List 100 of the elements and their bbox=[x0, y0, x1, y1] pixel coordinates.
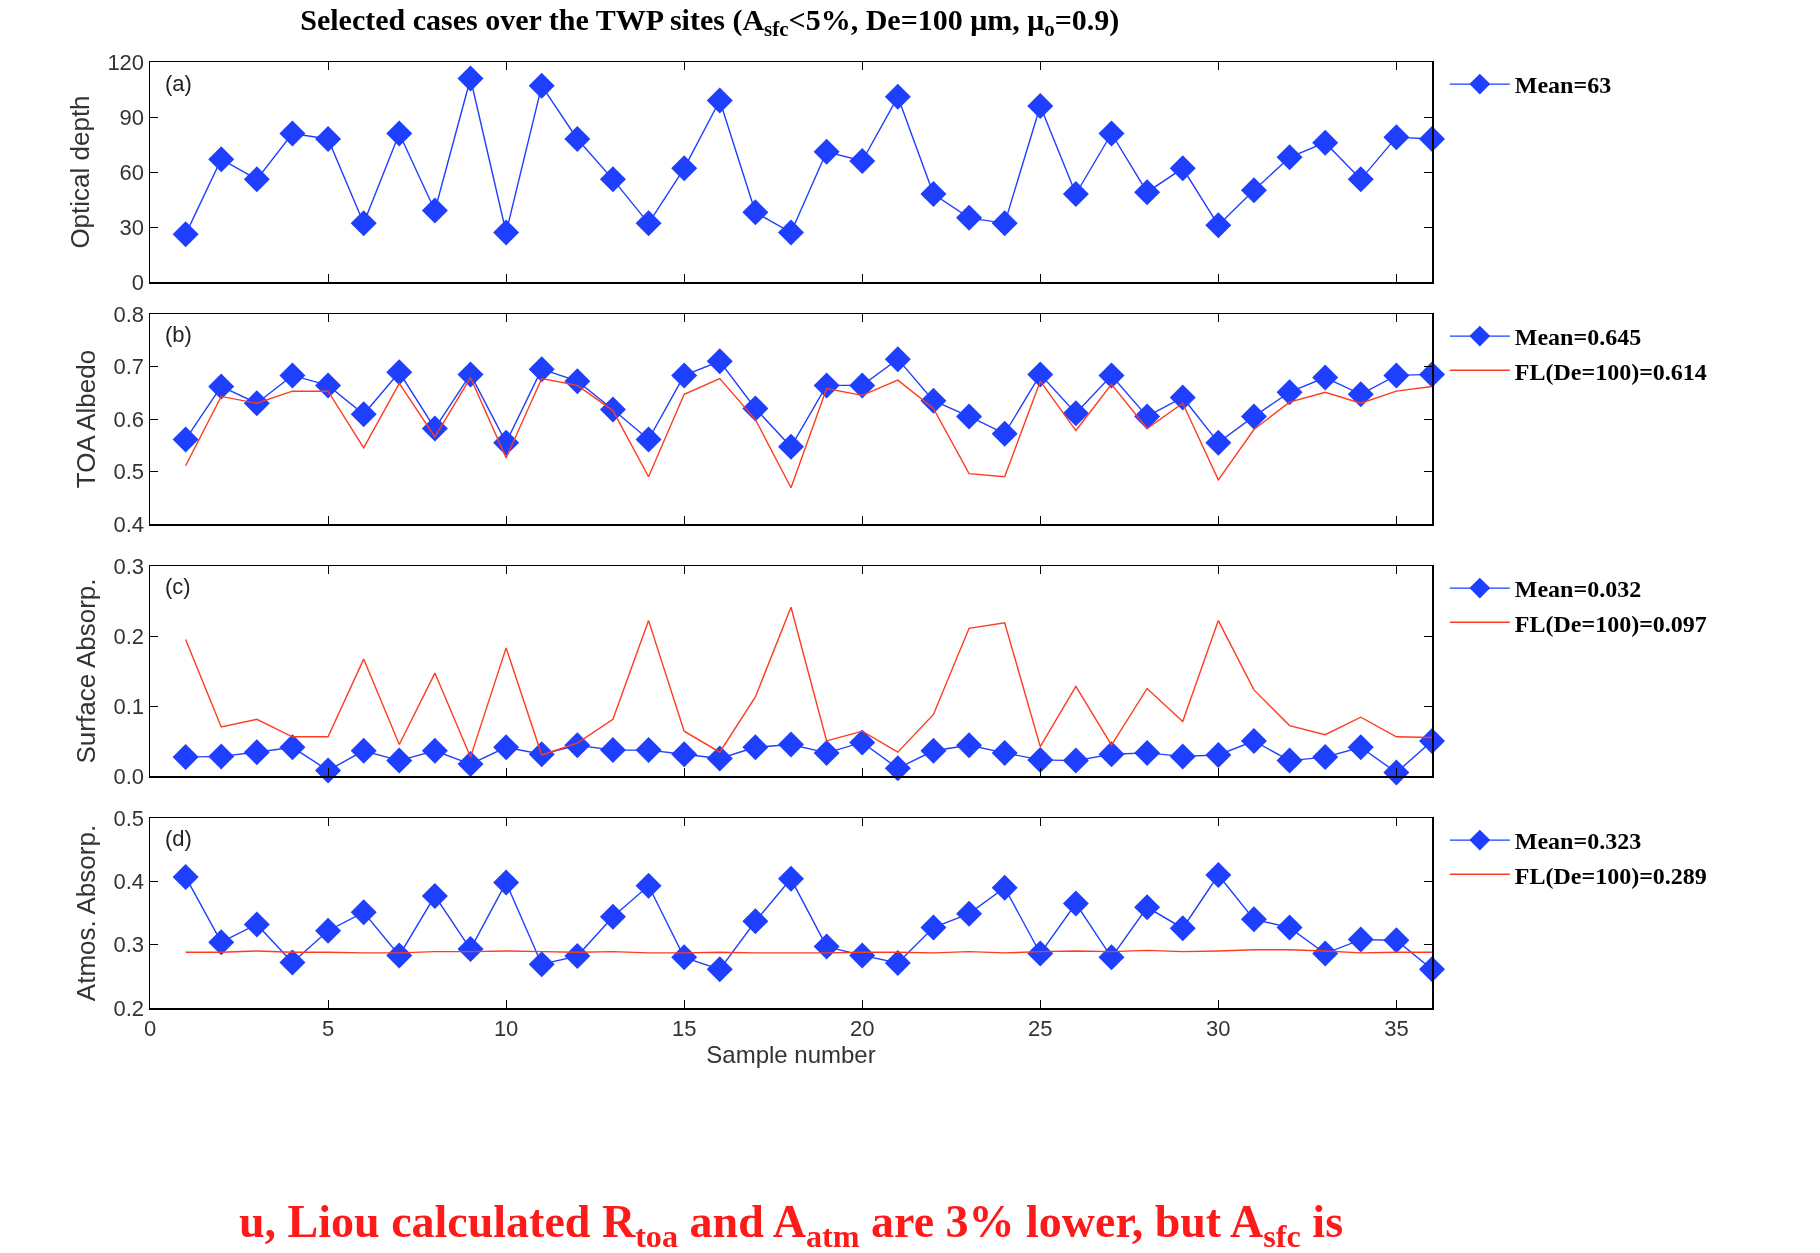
point bbox=[1098, 120, 1125, 147]
point bbox=[991, 874, 1018, 901]
y-tick-label: 0.4 bbox=[113, 511, 145, 537]
x-tick-label: 5 bbox=[321, 1015, 335, 1041]
y-tick-label: 0.7 bbox=[113, 354, 145, 380]
point bbox=[528, 951, 555, 978]
point bbox=[564, 732, 591, 759]
point bbox=[1383, 927, 1410, 954]
point bbox=[1276, 914, 1303, 941]
point bbox=[1312, 364, 1339, 391]
point bbox=[742, 734, 769, 761]
point bbox=[493, 219, 520, 246]
y-axis-title: Surface Absorp. bbox=[71, 578, 102, 764]
point bbox=[208, 146, 235, 173]
y-tick-label: 0.2 bbox=[113, 623, 145, 649]
x-tick-label: 25 bbox=[1028, 1015, 1053, 1041]
point bbox=[1205, 742, 1232, 768]
point bbox=[1062, 890, 1089, 917]
point bbox=[884, 950, 911, 977]
point bbox=[920, 914, 947, 941]
point bbox=[457, 65, 484, 92]
point bbox=[172, 426, 199, 453]
point bbox=[635, 737, 662, 764]
point bbox=[243, 739, 270, 766]
point bbox=[991, 739, 1018, 766]
text: u, Liou calculated R$_{toa}$ and A$_{atm}$ are 3% lower, but A$_{sfc}$ is bbox=[239, 1196, 1344, 1253]
point bbox=[813, 138, 840, 165]
y-tick-label: 0.8 bbox=[113, 301, 145, 327]
point bbox=[457, 751, 484, 778]
point bbox=[1027, 361, 1054, 388]
legend-label: Mean=0.645 bbox=[1514, 324, 1642, 351]
point bbox=[671, 362, 698, 389]
point bbox=[528, 356, 555, 383]
point bbox=[208, 929, 235, 956]
point bbox=[493, 734, 520, 761]
point bbox=[243, 390, 270, 417]
point bbox=[172, 744, 199, 771]
legend-label: FL(De=100)=0.614 bbox=[1514, 358, 1707, 385]
x-axis-title: Sample number bbox=[706, 1040, 876, 1068]
point bbox=[671, 741, 698, 768]
point bbox=[706, 745, 733, 772]
point bbox=[813, 739, 840, 766]
point bbox=[1205, 212, 1232, 239]
point bbox=[1383, 362, 1410, 389]
point bbox=[528, 741, 555, 768]
point bbox=[564, 943, 591, 970]
legend-label: FL(De=100)=0.097 bbox=[1514, 610, 1707, 637]
point bbox=[279, 120, 306, 147]
y-tick-label: 0.2 bbox=[113, 995, 145, 1021]
point bbox=[386, 747, 413, 774]
point bbox=[279, 362, 306, 389]
point bbox=[849, 729, 876, 756]
point bbox=[991, 420, 1018, 447]
point bbox=[599, 166, 626, 193]
point bbox=[1062, 747, 1089, 774]
point bbox=[1134, 739, 1161, 766]
x-tick-label: 20 bbox=[849, 1015, 875, 1041]
point bbox=[1240, 403, 1267, 430]
point bbox=[457, 361, 484, 388]
point bbox=[1312, 129, 1339, 156]
point bbox=[386, 359, 413, 386]
point bbox=[599, 903, 626, 930]
point bbox=[1098, 362, 1125, 389]
annotation: (a) bbox=[165, 71, 192, 96]
point bbox=[1062, 181, 1089, 207]
point bbox=[386, 120, 413, 147]
point bbox=[1169, 155, 1196, 182]
point bbox=[599, 396, 626, 423]
point bbox=[706, 348, 733, 375]
point bbox=[1347, 166, 1374, 193]
point bbox=[1134, 179, 1161, 206]
y-tick-label: 0.5 bbox=[113, 459, 145, 485]
point bbox=[849, 148, 876, 174]
point bbox=[1347, 926, 1374, 953]
point bbox=[243, 166, 270, 193]
point bbox=[1205, 862, 1232, 888]
point bbox=[1347, 734, 1374, 761]
point bbox=[671, 155, 698, 182]
point bbox=[493, 869, 520, 896]
point bbox=[849, 942, 876, 969]
point bbox=[279, 949, 306, 976]
point bbox=[813, 933, 840, 960]
y-tick-label: 120 bbox=[107, 49, 145, 75]
point bbox=[920, 737, 947, 764]
y-axis-title: Atmos. Absorp. bbox=[71, 824, 102, 1002]
point bbox=[1276, 144, 1303, 171]
point bbox=[1240, 177, 1267, 204]
point bbox=[706, 956, 733, 983]
y-tick-label: 0.6 bbox=[113, 406, 145, 432]
annotation: (b) bbox=[165, 322, 192, 347]
point bbox=[208, 743, 235, 770]
point bbox=[1240, 728, 1267, 754]
legend-label: Mean=0.323 bbox=[1514, 828, 1642, 855]
point bbox=[1240, 906, 1267, 933]
point bbox=[1134, 403, 1161, 430]
point bbox=[1169, 743, 1196, 770]
y-tick-label: 0.4 bbox=[113, 869, 145, 895]
x-tick-label: 35 bbox=[1384, 1015, 1409, 1041]
point bbox=[1312, 940, 1339, 967]
point bbox=[1276, 379, 1303, 406]
